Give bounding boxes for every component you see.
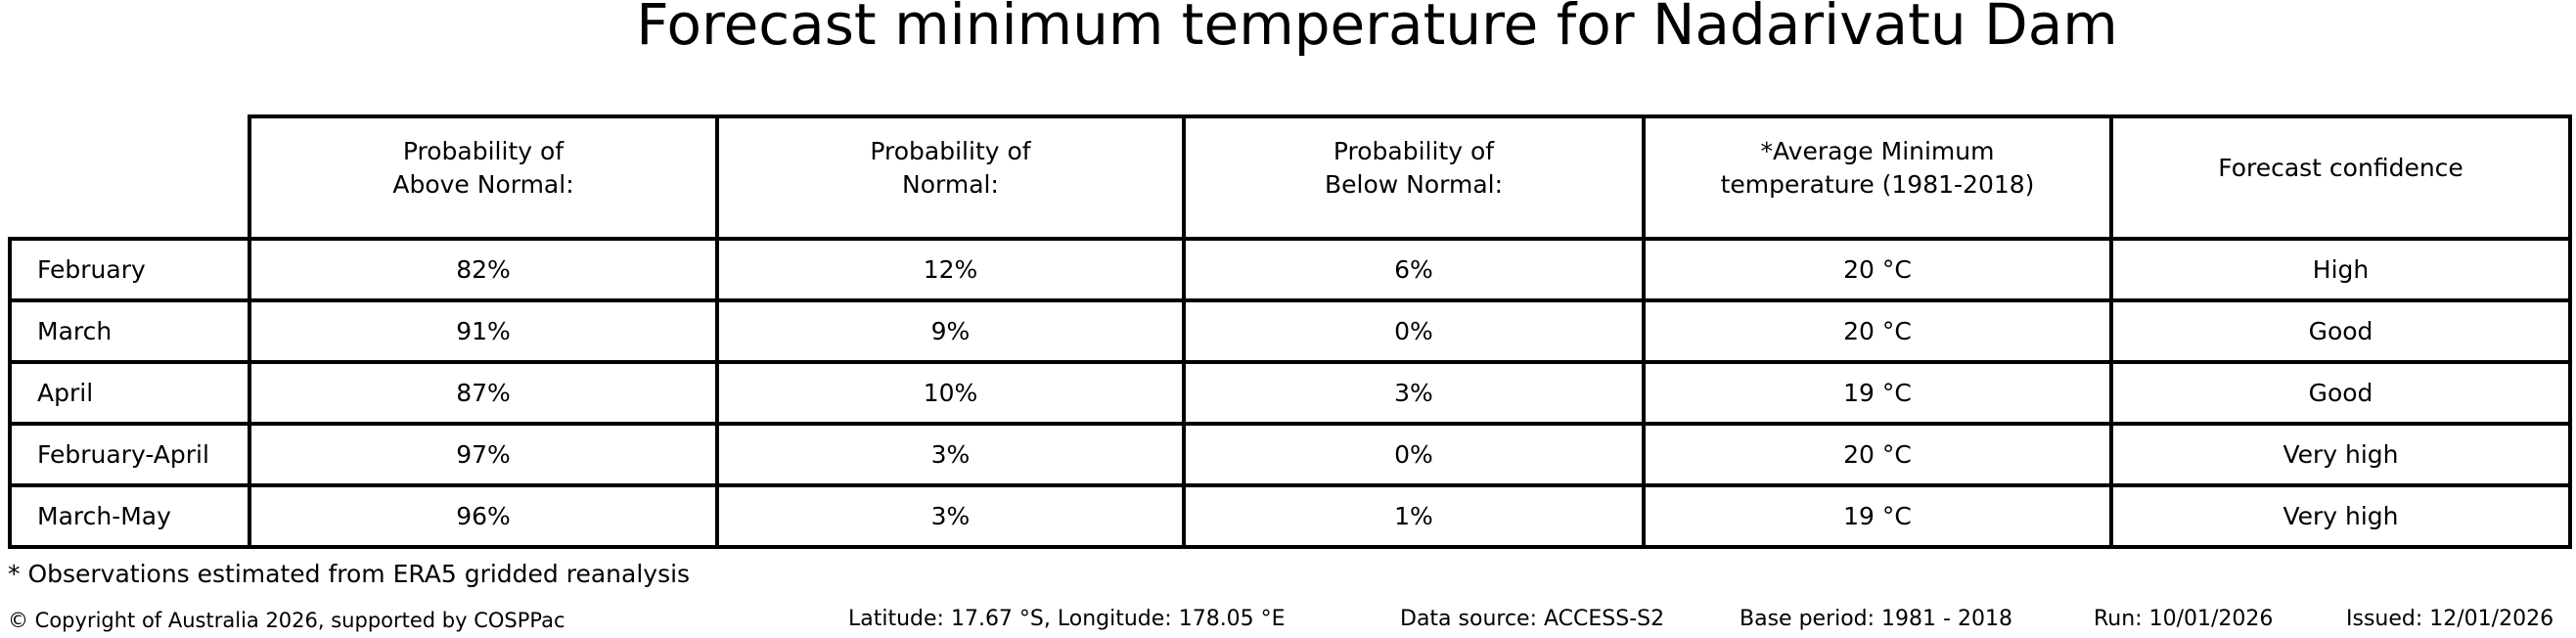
cell-normal: 9% [715, 298, 1186, 364]
cell-average-minimum: 19 °C [1642, 360, 2113, 426]
col-header-normal: Probability of Normal: [715, 114, 1186, 241]
table-row-february: February 82% 12% 6% 20 °C High [8, 237, 2572, 302]
page-title: Forecast minimum temperature for Nadariv… [636, 0, 2118, 58]
cell-normal: 10% [715, 360, 1186, 426]
col-header-line: Normal: [902, 169, 999, 199]
col-header-below-normal: Probability of Below Normal: [1182, 114, 1646, 241]
data-source-text: Data source: ACCESS-S2 [1400, 607, 1665, 631]
col-header-forecast-confidence: Forecast confidence [2109, 114, 2572, 241]
cell-average-minimum: 20 °C [1642, 237, 2113, 302]
cell-average-minimum: 19 °C [1642, 483, 2113, 549]
col-header-line: temperature (1981-2018) [1720, 169, 2035, 199]
cell-normal: 12% [715, 237, 1186, 302]
col-header-line: Probability of [1333, 136, 1495, 165]
col-header-line: *Average Minimum [1760, 136, 1995, 165]
cell-forecast-confidence: Good [2109, 298, 2572, 364]
location-text: Latitude: 17.67 °S, Longitude: 178.05 °E [848, 607, 1286, 631]
cell-normal: 3% [715, 483, 1186, 549]
cell-below-normal: 0% [1182, 298, 1646, 364]
row-label: March [8, 298, 251, 364]
col-header-line: Probability of [870, 136, 1031, 165]
cell-forecast-confidence: Very high [2109, 422, 2572, 487]
cell-above-normal: 97% [248, 422, 719, 487]
cell-average-minimum: 20 °C [1642, 298, 2113, 364]
cell-below-normal: 3% [1182, 360, 1646, 426]
col-header-line: Above Normal: [392, 169, 574, 199]
cell-forecast-confidence: High [2109, 237, 2572, 302]
copyright-text: © Copyright of Australia 2026, supported… [8, 609, 565, 632]
cell-forecast-confidence: Very high [2109, 483, 2572, 549]
cell-normal: 3% [715, 422, 1186, 487]
table-row-april: April 87% 10% 3% 19 °C Good [8, 360, 2572, 426]
col-header-line: Below Normal: [1324, 169, 1504, 199]
cell-above-normal: 82% [248, 237, 719, 302]
table-row-february-april: February-April 97% 3% 0% 20 °C Very high [8, 422, 2572, 487]
cell-forecast-confidence: Good [2109, 360, 2572, 426]
col-header-line: Probability of [402, 136, 565, 165]
cell-below-normal: 6% [1182, 237, 1646, 302]
cell-above-normal: 87% [248, 360, 719, 426]
table-header-row: Probability of Above Normal: Probability… [10, 114, 2572, 241]
cell-above-normal: 91% [248, 298, 719, 364]
table-corner-cell [10, 116, 249, 239]
issued-date-text: Issued: 12/01/2026 [2346, 607, 2554, 631]
run-date-text: Run: 10/01/2026 [2094, 607, 2274, 631]
col-header-line: Forecast confidence [2218, 153, 2463, 182]
cell-above-normal: 96% [248, 483, 719, 549]
table-row-march-may: March-May 96% 3% 1% 19 °C Very high [8, 483, 2572, 549]
observations-footnote: * Observations estimated from ERA5 gridd… [8, 560, 691, 588]
row-label: February-April [8, 422, 251, 487]
cell-average-minimum: 20 °C [1642, 422, 2113, 487]
col-header-above-normal: Probability of Above Normal: [248, 114, 719, 241]
forecast-table: Probability of Above Normal: Probability… [8, 114, 2572, 549]
table-row-march: March 91% 9% 0% 20 °C Good [8, 298, 2572, 364]
row-label: March-May [8, 483, 251, 549]
cell-below-normal: 0% [1182, 422, 1646, 487]
base-period-text: Base period: 1981 - 2018 [1740, 607, 2012, 631]
row-label: April [8, 360, 251, 426]
cell-below-normal: 1% [1182, 483, 1646, 549]
col-header-average-minimum: *Average Minimum temperature (1981-2018) [1642, 114, 2113, 241]
row-label: February [8, 237, 251, 302]
